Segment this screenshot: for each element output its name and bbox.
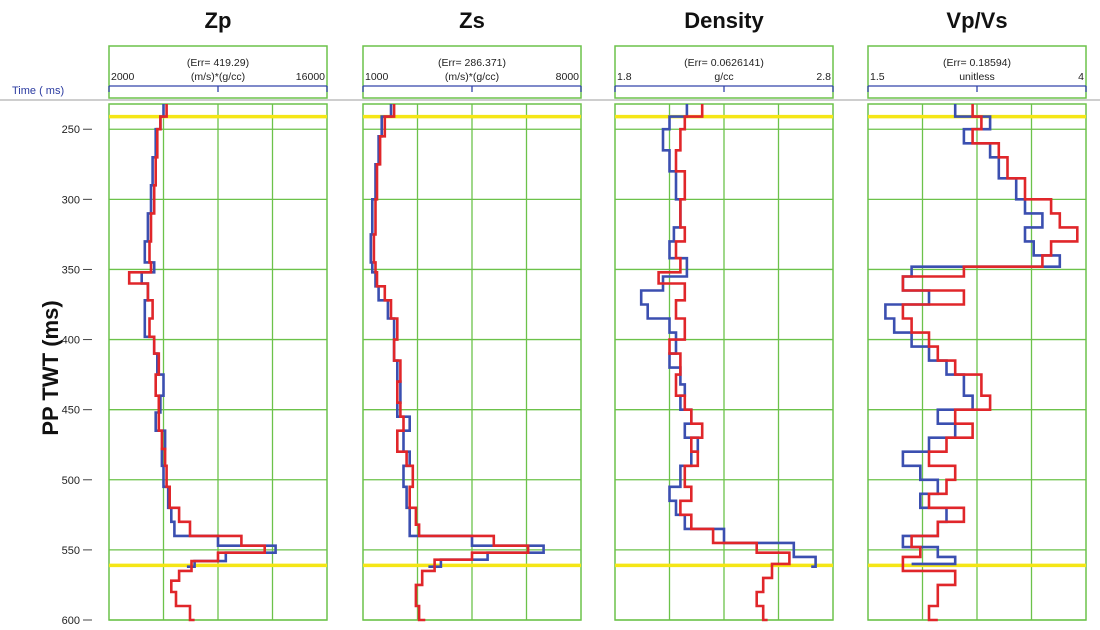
track-zs: Zs (Err= 286.371) (m/s)*(g/cc) 1000 8000 <box>362 8 582 622</box>
track-err-label-density: (Err= 0.0626141) <box>684 57 764 69</box>
y-tick-label-600: 600 <box>62 615 80 627</box>
track-vp-vs: Vp/Vs (Err= 0.18594) unitless 1.5 4 <box>867 8 1087 622</box>
y-tick-label-300: 300 <box>62 194 80 206</box>
track-title-vp-vs: Vp/Vs <box>946 8 1007 33</box>
y-tick-label-450: 450 <box>62 405 80 417</box>
track-xmin-label-zp: 2000 <box>111 71 135 83</box>
track-xmax-label-density: 2.8 <box>816 71 831 83</box>
track-title-zs: Zs <box>459 8 485 33</box>
track-header-box-zs <box>362 45 582 99</box>
track-density: Density (Err= 0.0626141) g/cc 1.8 2.8 <box>614 8 834 622</box>
track-unit-label-zs: (m/s)*(g/cc) <box>445 71 499 83</box>
track-zp: Zp (Err= 419.29) (m/s)*(g/cc) 2000 16000 <box>108 8 328 622</box>
y-tick-label-350: 350 <box>62 264 80 276</box>
track-header-box-vp-vs <box>867 45 1087 99</box>
y-tick-label-400: 400 <box>62 335 80 347</box>
track-err-label-zs: (Err= 286.371) <box>438 57 506 69</box>
series-blue-vp-vs <box>884 104 1062 566</box>
time-axis-label: Time ( ms) <box>12 85 64 97</box>
y-axis-label: PP TWT (ms) <box>38 300 63 435</box>
track-xmax-label-vp-vs: 4 <box>1078 71 1084 83</box>
track-header-box-zp <box>108 45 328 99</box>
y-tick-label-250: 250 <box>62 124 80 136</box>
track-unit-label-vp-vs: unitless <box>959 71 995 83</box>
track-header-box-density <box>614 45 834 99</box>
series-blue-zp <box>140 104 277 568</box>
series-red-zs <box>372 104 530 622</box>
track-title-zp: Zp <box>205 8 232 33</box>
track-xmin-label-zs: 1000 <box>365 71 389 83</box>
series-blue-density <box>639 104 817 568</box>
series-red-density <box>657 104 791 622</box>
y-tick-label-500: 500 <box>62 475 80 487</box>
track-unit-label-zp: (m/s)*(g/cc) <box>191 71 245 83</box>
track-unit-label-density: g/cc <box>714 71 733 83</box>
track-xmax-label-zs: 8000 <box>556 71 580 83</box>
track-err-label-vp-vs: (Err= 0.18594) <box>943 57 1011 69</box>
track-err-label-zp: (Err= 419.29) <box>187 57 249 69</box>
y-tick-label-550: 550 <box>62 545 80 557</box>
series-red-vp-vs <box>901 104 1079 622</box>
track-xmin-label-vp-vs: 1.5 <box>870 71 885 83</box>
track-xmin-label-density: 1.8 <box>617 71 632 83</box>
series-red-zp <box>127 104 266 622</box>
track-title-density: Density <box>684 8 764 33</box>
track-xmax-label-zp: 16000 <box>296 71 325 83</box>
